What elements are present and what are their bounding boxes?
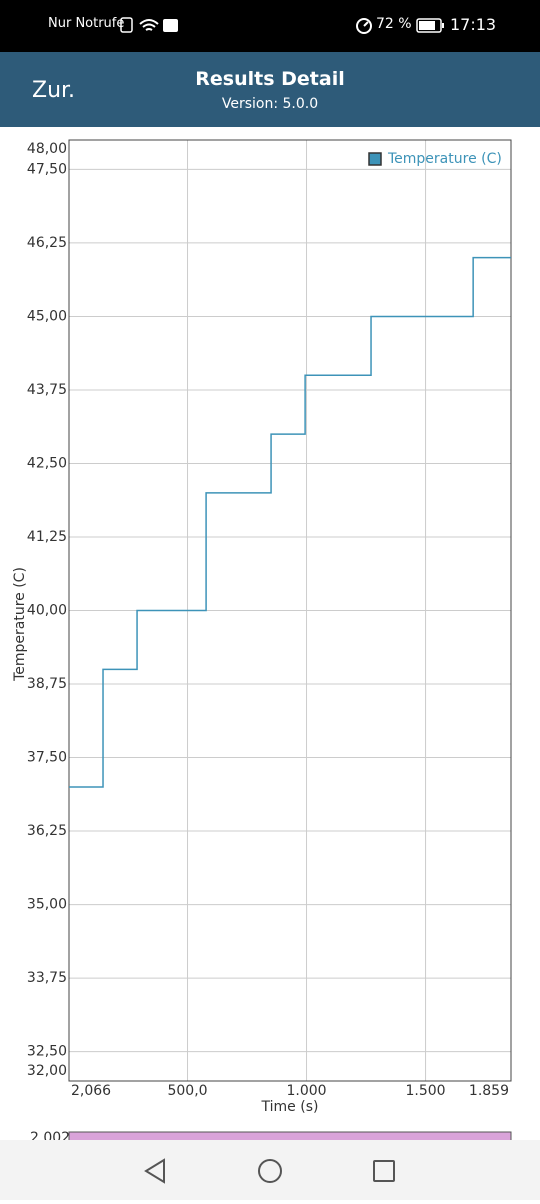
back-button[interactable]: Zur. xyxy=(32,78,76,103)
x-tick-label: 1.000 xyxy=(286,1083,326,1099)
y-tick-label: 36,25 xyxy=(27,823,67,839)
y-tick-label: 33,75 xyxy=(27,970,67,986)
y-tick-label: 38,75 xyxy=(27,676,67,692)
nav-bar xyxy=(0,1140,540,1200)
back-nav[interactable] xyxy=(144,1158,165,1184)
status-icons xyxy=(120,17,178,33)
y-tick-label: 47,50 xyxy=(27,161,67,177)
subtitle: Version: 5.0.0 xyxy=(221,96,319,112)
lower-chart-label: 2,002 xyxy=(30,1130,70,1140)
y-tick-label: 45,00 xyxy=(27,308,67,324)
x-tick-label: 2,066 xyxy=(71,1083,111,1099)
nav-buttons xyxy=(144,1158,395,1184)
recent-nav[interactable] xyxy=(373,1160,395,1182)
x-tick-label: 500,0 xyxy=(167,1083,207,1099)
x-tick-label: 1.500 xyxy=(406,1083,446,1099)
clock: 17:13 xyxy=(450,15,497,34)
title: Results Detail xyxy=(195,68,345,90)
carrier: Nur Notrufe xyxy=(48,16,125,31)
y-tick-label: 35,00 xyxy=(27,897,67,913)
x-axis-label: Time (s) xyxy=(261,1099,319,1115)
legend-swatch xyxy=(368,152,382,166)
y-tick-label: 32,50 xyxy=(27,1044,67,1060)
y-tick-label: 43,75 xyxy=(27,382,67,398)
y-tick-label: 32,00 xyxy=(27,1063,67,1079)
y-tick-label: 42,50 xyxy=(27,455,67,471)
lower-chart-strip xyxy=(68,1131,512,1140)
y-tick-label: 48,00 xyxy=(27,141,67,157)
data-line xyxy=(69,256,511,788)
chart: Temperature (C) Time (s) 2,002 32,00 32,5… xyxy=(12,139,512,1140)
battery-level: 72 % xyxy=(376,16,412,32)
y-tick-label: 46,25 xyxy=(27,235,67,251)
x-tick-label: 1.859 xyxy=(469,1083,509,1099)
y-tick-label: 37,50 xyxy=(27,750,67,766)
app-bar: Zur. Results Detail Version: 5.0.0 xyxy=(0,52,540,127)
legend-label: Temperature (C) xyxy=(387,151,502,167)
y-axis-label: Temperature (C) xyxy=(12,567,28,682)
y-tick-label: 40,00 xyxy=(27,603,67,619)
y-tick-label: 41,25 xyxy=(27,529,67,545)
speed-icon xyxy=(356,18,372,34)
battery-icon xyxy=(416,18,444,33)
plot-border xyxy=(68,139,512,1082)
home-nav[interactable] xyxy=(258,1159,282,1183)
status-bar: Nur Notrufe 72 % 17:13 xyxy=(0,0,540,52)
